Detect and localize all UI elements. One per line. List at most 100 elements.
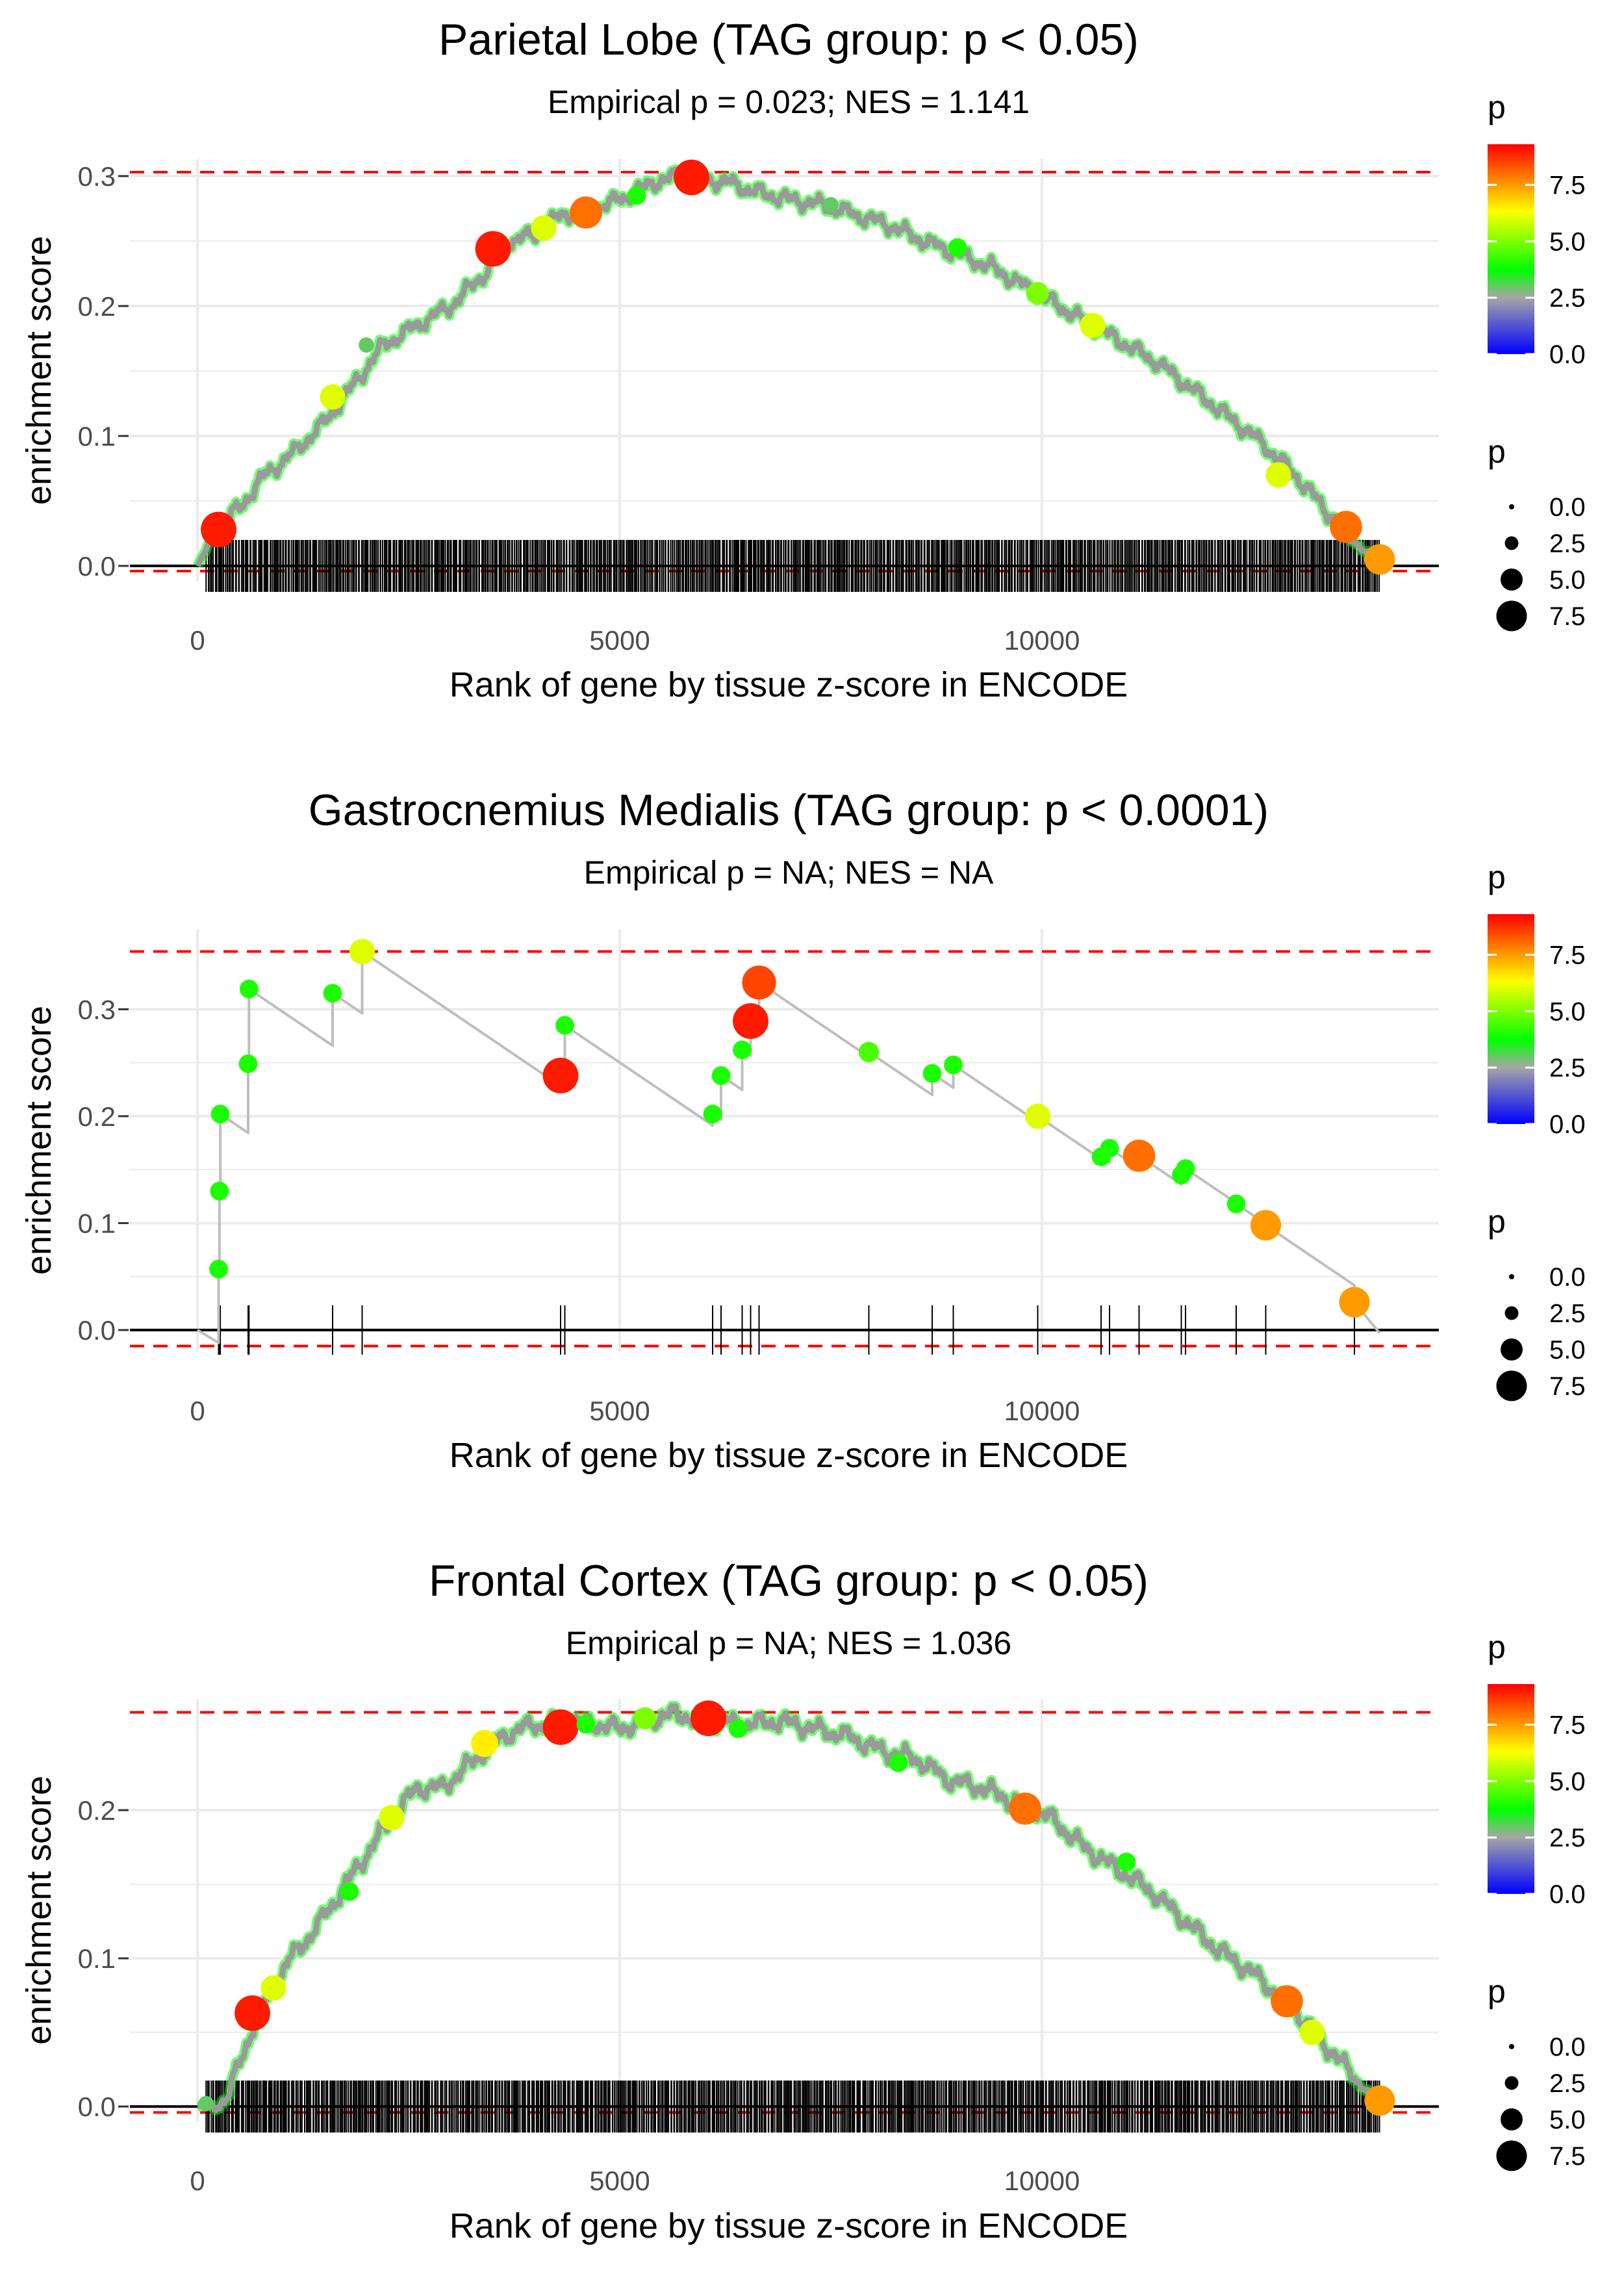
panel-subtitle: Empirical p = 0.023; NES = 1.141 (548, 84, 1030, 120)
hit-point (239, 979, 259, 999)
x-tick-label: 10000 (1004, 625, 1080, 656)
color-legend-label: 7.5 (1549, 941, 1586, 970)
color-legend-label: 7.5 (1549, 1711, 1586, 1740)
hit-point (320, 384, 346, 410)
hit-point (260, 1975, 286, 2001)
y-tick-labels: 0.0 0.1 0.2 0.3 (78, 994, 129, 1346)
size-legend-label: 0.0 (1549, 493, 1586, 522)
panel-frontal-cortex: Frontal Cortex (TAG group: p < 0.05) Emp… (19, 1556, 1439, 2245)
hit-point (1117, 1852, 1136, 1872)
size-legend-dot (1509, 2044, 1514, 2049)
color-bar (1488, 914, 1534, 1124)
hit-point (235, 1995, 270, 2031)
size-legend-label: 0.0 (1549, 2033, 1586, 2062)
color-legend-label: 7.5 (1549, 172, 1586, 200)
size-legend-dot (1504, 536, 1519, 550)
y-axis-title: enrichment score (19, 1006, 58, 1275)
size-legend-label: 5.0 (1549, 2106, 1586, 2134)
x-axis-title: Rank of gene by tissue z-score in ENCODE (450, 2206, 1128, 2245)
hit-point (340, 1882, 359, 1901)
hit-point (1271, 1985, 1303, 2018)
curve-line (196, 1703, 1382, 2114)
x-axis-title: Rank of gene by tissue z-score in ENCODE (450, 1436, 1128, 1475)
size-legend-dot (1509, 1274, 1514, 1279)
hit-point (1100, 1138, 1119, 1158)
hit-point (531, 215, 557, 241)
x-tick-label: 0 (190, 1396, 205, 1426)
size-legend-label: 5.0 (1549, 566, 1586, 594)
legend-group: p 7.5 5.0 2.5 0.0 p 0.0 2.5 5.0 7.5 (1488, 1629, 1586, 2171)
y-tick-label: 0.0 (78, 2091, 116, 2122)
panel-title: Parietal Lobe (TAG group: p < 0.05) (438, 15, 1139, 64)
color-legend-title: p (1488, 859, 1506, 895)
hit-points (201, 159, 1395, 575)
hit-point (823, 197, 839, 212)
grid-lines (130, 929, 1439, 1351)
color-legend-title: p (1488, 89, 1506, 125)
hit-point (703, 1105, 722, 1124)
hit-point (570, 196, 602, 229)
x-tick-label: 5000 (589, 2165, 650, 2196)
panel-gastrocnemius-medialis: Gastrocnemius Medialis (TAG group: p < 0… (19, 786, 1439, 1475)
hit-point (1339, 1286, 1370, 1318)
x-axis-title: Rank of gene by tissue z-score in ENCODE (450, 665, 1128, 704)
y-tick-label: 0.1 (78, 421, 116, 452)
hit-point (475, 231, 511, 267)
hit-point (542, 1709, 579, 1745)
y-tick-label: 0.3 (78, 161, 116, 192)
size-legend-dot (1509, 504, 1514, 509)
hit-point (238, 1054, 258, 1073)
y-tick-label: 0.0 (78, 1315, 116, 1346)
size-legend-label: 2.5 (1549, 2069, 1586, 2098)
color-legend-label: 5.0 (1549, 1767, 1586, 1796)
color-legend-title: p (1488, 1629, 1506, 1665)
hit-point (889, 1753, 908, 1772)
hit-point (201, 511, 236, 548)
size-legend-label: 7.5 (1549, 1372, 1586, 1401)
hit-point (1250, 1210, 1281, 1241)
size-legend-dot (1501, 568, 1523, 591)
hit-point (1024, 1103, 1051, 1129)
legends: p7.55.02.50.0p0.02.55.07.5p7.55.02.50.0p… (1488, 89, 1586, 2171)
size-legend-dot (1496, 600, 1527, 632)
curve-halo (192, 164, 1384, 570)
size-legend-label: 7.5 (1549, 2142, 1586, 2171)
hit-point (323, 984, 342, 1003)
hit-point (1265, 462, 1291, 488)
grid-lines (130, 159, 1439, 581)
color-legend-label: 0.0 (1549, 1110, 1586, 1139)
hit-point (1364, 2085, 1395, 2116)
color-legend-label: 2.5 (1549, 1824, 1586, 1852)
enrichment-curve (192, 164, 1384, 570)
hit-points (209, 938, 1370, 1318)
y-tick-label: 0.1 (78, 1208, 116, 1239)
size-legend-label: 5.0 (1549, 1336, 1586, 1364)
hit-point (1299, 2019, 1325, 2045)
size-legend-dot (1501, 1338, 1523, 1361)
hit-point (691, 1700, 726, 1737)
hit-point (922, 1064, 942, 1083)
curve-line (194, 166, 1382, 568)
hit-point (728, 1719, 748, 1739)
hit-point (1226, 1194, 1246, 1214)
y-axis-title: enrichment score (19, 1776, 58, 2045)
panel-subtitle: Empirical p = NA; NES = NA (584, 854, 994, 891)
hit-point (742, 965, 776, 1000)
hit-point (210, 1181, 229, 1201)
panel-title: Frontal Cortex (TAG group: p < 0.05) (429, 1556, 1148, 1605)
x-tick-label: 10000 (1004, 2165, 1080, 2196)
size-legend-title: p (1488, 1203, 1506, 1240)
hit-point (1026, 282, 1049, 304)
x-tick-label: 10000 (1004, 1396, 1080, 1426)
color-legend-label: 0.0 (1549, 340, 1586, 369)
color-legend-label: 5.0 (1549, 227, 1586, 256)
hit-rug (205, 540, 1380, 592)
color-bar (1488, 1684, 1534, 1894)
hit-point (1009, 1792, 1041, 1825)
max-min-es-lines (130, 950, 1439, 1348)
hit-point (1364, 544, 1395, 575)
hit-point (1080, 313, 1106, 339)
panel-parietal-lobe: Parietal Lobe (TAG group: p < 0.05) Empi… (19, 15, 1439, 704)
color-bar (1488, 144, 1534, 354)
y-tick-label: 0.2 (78, 1795, 116, 1826)
